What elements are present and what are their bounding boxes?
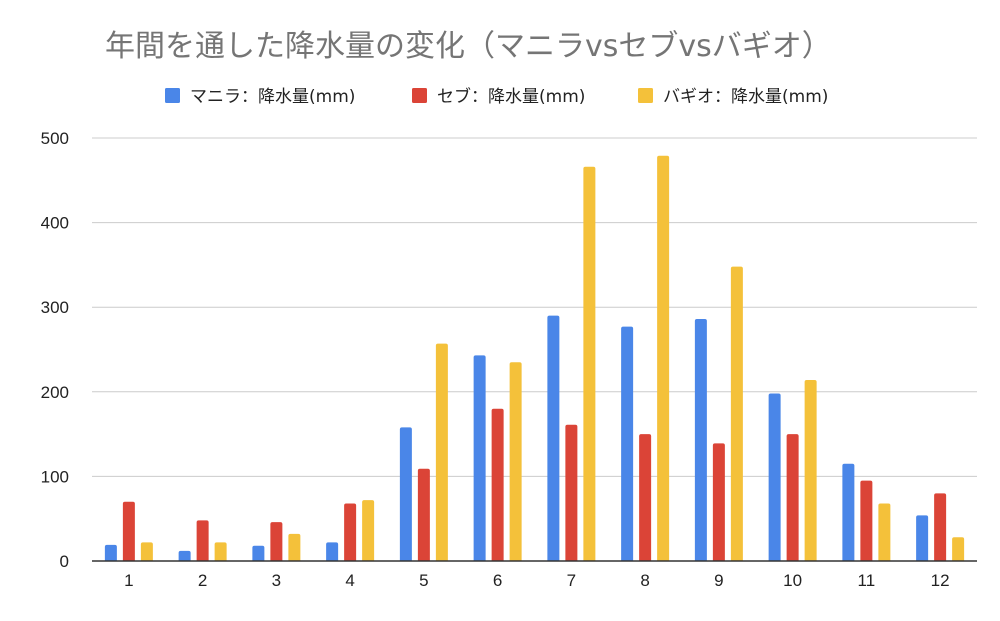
bar-series-1-month-6	[473, 355, 486, 561]
bar-series-1-month-5	[399, 427, 412, 561]
bar-series-1-month-4	[326, 542, 339, 561]
x-tick-label: 1	[124, 571, 133, 590]
bar-series-3-month-4	[362, 500, 375, 561]
bar-series-3-month-8	[657, 155, 670, 562]
bar-series-3-month-11	[878, 503, 891, 561]
bar-series-2-month-10	[786, 434, 799, 561]
bar-series-2-month-6	[491, 408, 504, 561]
bar-series-3-month-2	[214, 542, 227, 561]
x-axis-tick-labels: 1 2 3 4 5 6 7 8 9 10 11 12	[124, 571, 949, 590]
x-tick-label: 12	[931, 571, 950, 590]
legend-item-3: バギオ：降水量(mm)	[638, 87, 828, 107]
legend-label: バギオ：降水量(mm)	[663, 87, 828, 107]
bar-series-2-month-2	[196, 520, 209, 561]
x-tick-label: 4	[345, 571, 354, 590]
y-axis-tick-labels: 0 100 200 300 400 500	[41, 129, 69, 571]
x-tick-label: 7	[567, 571, 576, 590]
bar-series-1-month-8	[621, 326, 634, 561]
x-tick-label: 10	[783, 571, 802, 590]
bar-series-2-month-7	[565, 424, 578, 561]
bar-series-1-month-9	[694, 319, 707, 561]
legend-item-1: マニラ：降水量(mm)	[165, 87, 355, 107]
bar-series-3-month-7	[583, 166, 596, 561]
y-tick-label: 200	[41, 383, 69, 402]
bar-series-1-month-1	[104, 544, 117, 561]
x-tick-label: 8	[640, 571, 649, 590]
legend-label: セブ：降水量(mm)	[437, 86, 585, 107]
legend-label: マニラ：降水量(mm)	[190, 87, 355, 107]
bar-series-3-month-1	[140, 542, 153, 561]
y-tick-label: 300	[41, 298, 69, 317]
x-tick-label: 6	[493, 571, 502, 590]
legend: マニラ：降水量(mm) セブ：降水量(mm) バギオ：降水量(mm)	[165, 86, 828, 107]
bar-series-1-month-3	[252, 545, 265, 561]
bars	[104, 155, 965, 562]
bar-series-3-month-9	[730, 266, 743, 561]
bar-series-2-month-12	[934, 493, 947, 561]
x-tick-label: 5	[419, 571, 428, 590]
bar-series-3-month-3	[288, 533, 301, 561]
bar-series-2-month-1	[122, 501, 135, 561]
bar-series-1-month-12	[916, 515, 929, 561]
bar-series-3-month-5	[435, 343, 448, 561]
bar-series-2-month-9	[712, 443, 725, 561]
y-tick-label: 0	[60, 552, 69, 571]
legend-swatch	[165, 88, 180, 103]
bar-series-1-month-2	[178, 550, 191, 561]
legend-swatch	[412, 88, 427, 103]
bar-series-2-month-3	[270, 522, 283, 561]
bar-series-3-month-12	[952, 537, 965, 561]
x-tick-label: 3	[272, 571, 281, 590]
x-tick-label: 9	[714, 571, 723, 590]
bar-series-3-month-10	[804, 379, 817, 561]
chart-title: 年間を通した降水量の変化（マニラvsセブvsバギオ）	[105, 29, 832, 64]
legend-item-2: セブ：降水量(mm)	[412, 86, 585, 107]
bar-series-2-month-5	[417, 468, 430, 561]
bar-series-2-month-11	[860, 480, 873, 561]
y-tick-label: 100	[41, 467, 69, 486]
y-tick-label: 500	[41, 129, 69, 148]
x-tick-label: 11	[858, 571, 876, 590]
y-gridlines	[92, 137, 977, 477]
x-tick-label: 2	[198, 571, 207, 590]
y-tick-label: 400	[41, 214, 69, 233]
bar-series-1-month-11	[842, 463, 855, 561]
bar-series-1-month-10	[768, 393, 781, 561]
legend-swatch	[638, 88, 653, 103]
bar-series-3-month-6	[509, 362, 522, 561]
bar-series-2-month-8	[639, 434, 652, 561]
bar-series-2-month-4	[344, 503, 357, 561]
bar-series-1-month-7	[547, 315, 560, 561]
